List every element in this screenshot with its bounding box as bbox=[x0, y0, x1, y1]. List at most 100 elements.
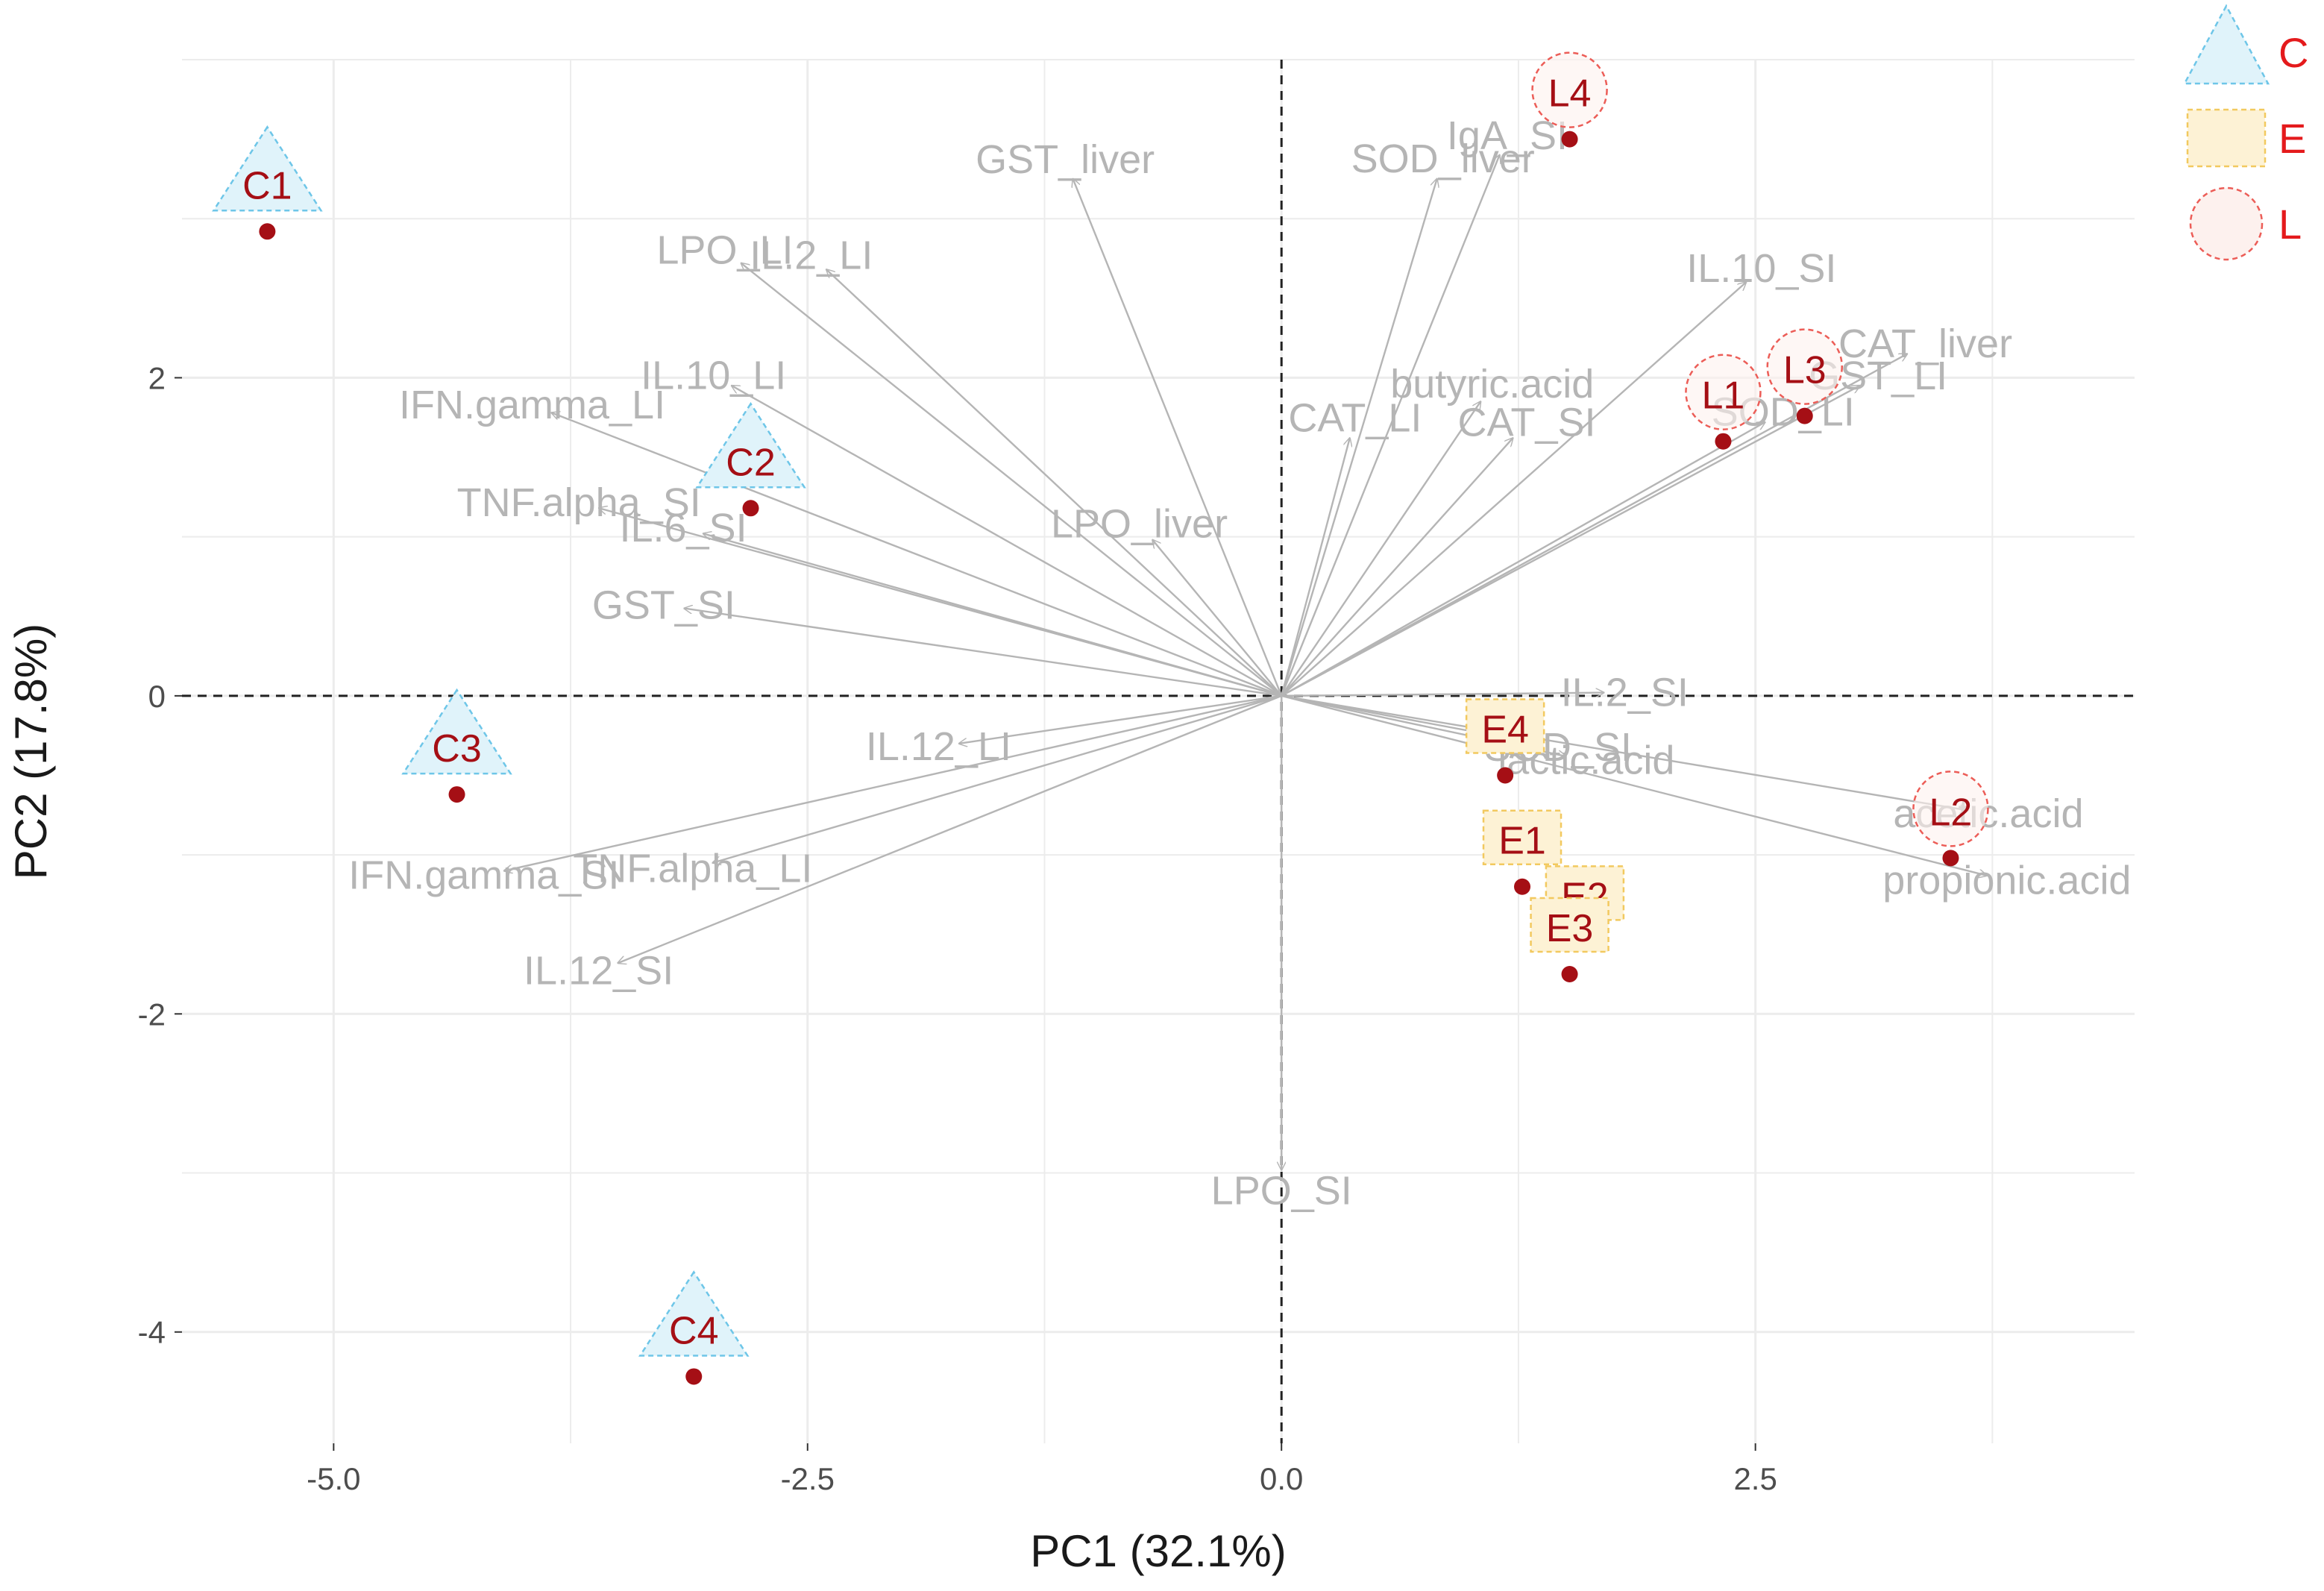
sample-point bbox=[685, 1368, 703, 1385]
sample-marker-circle bbox=[1531, 51, 1608, 128]
variable-arrow bbox=[732, 386, 1282, 697]
x-tick-label: 0.0 bbox=[1260, 1461, 1303, 1496]
sample-label: C4 bbox=[669, 1309, 718, 1352]
legend: CEL bbox=[2182, 4, 2308, 261]
sample-point bbox=[1796, 407, 1813, 424]
sample-point bbox=[742, 500, 759, 517]
sample-point bbox=[1715, 433, 1732, 450]
variable-label: SOD_liver bbox=[1351, 136, 1535, 181]
variable-arrow bbox=[1281, 179, 1436, 697]
sample-label: L3 bbox=[1783, 349, 1827, 392]
variable-arrow bbox=[1281, 422, 1765, 697]
variable-label: IL.12_SI bbox=[524, 949, 673, 994]
x-tick-label: -2.5 bbox=[781, 1461, 835, 1496]
legend-key-circle bbox=[2189, 186, 2264, 261]
variable-arrow bbox=[1281, 155, 1499, 697]
variable-arrow bbox=[826, 269, 1283, 697]
legend-key-triangle bbox=[2182, 4, 2270, 85]
variable-arrow bbox=[713, 694, 1282, 863]
legend-label: E bbox=[2279, 115, 2306, 162]
variable-arrow bbox=[1281, 283, 1746, 697]
sample-label: L4 bbox=[1548, 72, 1592, 116]
sample-point bbox=[1561, 131, 1578, 148]
axis-ticks: -5.0 -2.5 0.0 2.5 -4 -2 0 2 bbox=[138, 360, 1777, 1496]
sample-marker-triangle bbox=[212, 125, 323, 212]
sample-marker-circle bbox=[1766, 328, 1843, 405]
sample-label: L1 bbox=[1702, 374, 1745, 418]
variable-arrow bbox=[1281, 694, 1967, 811]
variable-label: GST_SI bbox=[592, 583, 735, 628]
sample-marker-square bbox=[1482, 809, 1563, 865]
y-axis-title: PC2 (17.8%) bbox=[6, 624, 56, 879]
variable-arrow bbox=[1281, 401, 1480, 697]
variable-arrow bbox=[685, 609, 1282, 697]
variable-label: propionic.acid bbox=[1882, 859, 2131, 903]
variable-arrow bbox=[1152, 540, 1283, 697]
variable-arrow bbox=[1281, 386, 1859, 697]
variable-label: LPO_LI bbox=[656, 227, 793, 272]
y-tick-label: -2 bbox=[138, 997, 166, 1032]
sample-point bbox=[1942, 850, 1959, 867]
variable-arrow bbox=[959, 694, 1282, 744]
sample-marker-triangle bbox=[695, 401, 806, 489]
variable-arrow bbox=[1281, 438, 1350, 697]
sample-label: E3 bbox=[1546, 907, 1594, 950]
sample-point bbox=[1561, 966, 1578, 983]
x-tick-label: 2.5 bbox=[1733, 1461, 1777, 1496]
x-tick-label: -5.0 bbox=[307, 1461, 360, 1496]
variable-arrow bbox=[504, 694, 1282, 871]
sample-label: E4 bbox=[1481, 708, 1529, 751]
variable-arrows bbox=[504, 155, 1987, 1170]
sample-marker-circle bbox=[1912, 771, 1989, 847]
variable-label: IL.2_LI bbox=[750, 233, 873, 277]
variable-label: CAT_SI bbox=[1457, 401, 1595, 445]
sample-label: C3 bbox=[432, 727, 481, 771]
variable-label: IL.10_LI bbox=[641, 353, 786, 398]
sample-marker-triangle bbox=[638, 1270, 750, 1357]
variable-label: TNF.alpha_LI bbox=[573, 847, 812, 891]
variable-arrow bbox=[552, 412, 1282, 697]
variable-arrow bbox=[703, 533, 1282, 697]
sample-label: E1 bbox=[1498, 820, 1546, 863]
variable-label: IL.12_LI bbox=[866, 724, 1011, 769]
variable-label: CAT_LI bbox=[1288, 395, 1422, 440]
sample-label: C2 bbox=[726, 441, 775, 484]
variable-label: LPO_SI bbox=[1211, 1168, 1352, 1213]
axis-titles: PC1 (32.1%) PC2 (17.8%) bbox=[6, 624, 1287, 1576]
sample-marker-square bbox=[1465, 698, 1545, 754]
sample-marker-circle bbox=[1685, 354, 1762, 430]
y-tick-label: -4 bbox=[138, 1315, 166, 1350]
variable-label: butyric.acid bbox=[1390, 362, 1594, 407]
x-axis-title: PC1 (32.1%) bbox=[1030, 1526, 1286, 1576]
legend-label: C bbox=[2279, 29, 2308, 76]
variable-label: IL.10_SI bbox=[1686, 246, 1836, 291]
sample-marker-square bbox=[1530, 897, 1609, 953]
variable-label: TNF.alpha_SI bbox=[457, 480, 701, 525]
sample-point bbox=[1514, 878, 1531, 895]
variable-label: IFN.gamma_LI bbox=[399, 383, 665, 427]
variable-label: CAT_liver bbox=[1838, 321, 2012, 366]
variable-arrow bbox=[618, 694, 1282, 963]
sample-label: C1 bbox=[242, 164, 292, 207]
variable-labels: GST_liverLPO_LIIL.2_LIIL.10_LIIFN.gamma_… bbox=[348, 113, 2131, 1213]
sample-point bbox=[1497, 767, 1514, 784]
sample-point bbox=[448, 786, 465, 803]
y-tick-label: 2 bbox=[148, 360, 166, 395]
variable-label: GST_liver bbox=[976, 137, 1155, 182]
sample-marker-triangle bbox=[401, 688, 512, 775]
variable-arrow bbox=[1281, 693, 1604, 696]
sample-label: L2 bbox=[1929, 791, 1973, 834]
variable-arrow bbox=[1281, 438, 1513, 697]
y-tick-label: 0 bbox=[148, 679, 166, 714]
variable-arrow bbox=[741, 263, 1282, 697]
variable-label: IL.6_SI bbox=[619, 506, 747, 550]
variable-label: LPO_liver bbox=[1051, 501, 1228, 546]
sample-point bbox=[259, 223, 276, 240]
variable-label: IL.2_SI bbox=[1561, 670, 1689, 715]
legend-label: L bbox=[2279, 201, 2302, 248]
variable-arrow bbox=[1073, 179, 1283, 697]
variable-label: IFN.gamma_SI bbox=[348, 853, 619, 898]
variable-arrow bbox=[1281, 694, 1987, 876]
